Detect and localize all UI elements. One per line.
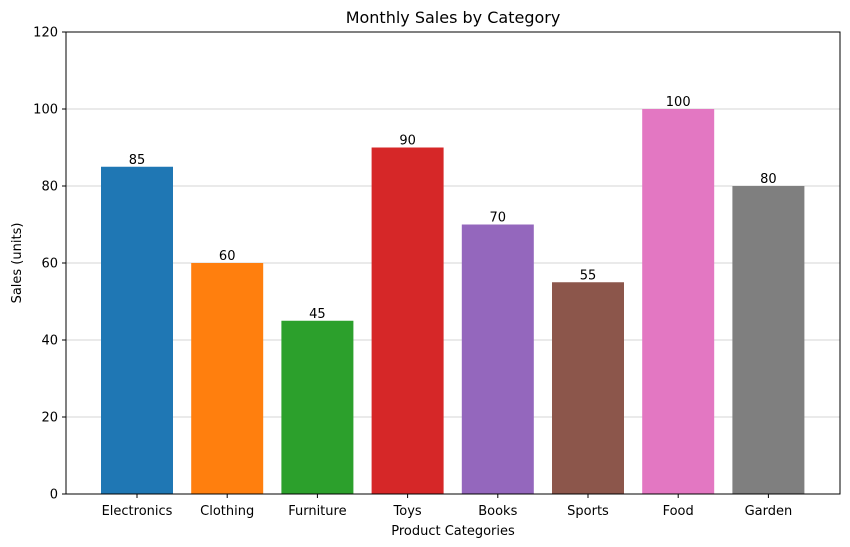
- data-label: 45: [309, 307, 326, 322]
- data-label: 60: [219, 249, 236, 264]
- data-label: 80: [760, 172, 777, 187]
- x-tick-label: Electronics: [102, 504, 173, 519]
- y-axis-ticks: 0 20 40 60 80 100 120: [33, 26, 66, 503]
- bar-furniture: [281, 320, 354, 494]
- x-tick-label: Garden: [745, 504, 793, 519]
- y-axis-label: Sales (units): [10, 223, 25, 304]
- x-tick-label: Food: [663, 504, 694, 519]
- y-tick-label: 40: [41, 334, 58, 349]
- bar-food: [642, 109, 715, 494]
- chart-title: Monthly Sales by Category: [346, 8, 561, 27]
- data-label: 70: [490, 211, 507, 226]
- data-label: 90: [399, 134, 416, 149]
- y-tick-label: 60: [41, 257, 58, 272]
- data-label: 85: [129, 153, 146, 168]
- x-axis-label: Product Categories: [391, 524, 515, 539]
- bars: [101, 109, 805, 494]
- data-label: 100: [666, 95, 691, 110]
- y-tick-label: 20: [41, 411, 58, 426]
- data-label: 55: [580, 268, 597, 283]
- x-tick-label: Books: [478, 504, 517, 519]
- data-labels: 85 60 45 90 70 55 100 80: [129, 95, 777, 322]
- x-tick-label: Toys: [393, 504, 422, 519]
- bar-garden: [732, 186, 805, 494]
- gridlines: [66, 108, 840, 418]
- bar-sports: [552, 282, 624, 494]
- bar-toys: [371, 147, 444, 494]
- x-axis-ticks: Electronics Clothing Furniture Toys Books Spo…: [102, 494, 793, 519]
- x-tick-label: Clothing: [200, 504, 254, 519]
- y-tick-label: 80: [41, 180, 58, 195]
- bar-electronics: [101, 166, 173, 494]
- x-tick-label: Furniture: [288, 504, 346, 519]
- x-tick-label: Sports: [567, 504, 609, 519]
- bar-books: [461, 224, 534, 494]
- y-tick-label: 120: [33, 26, 58, 41]
- bar-clothing: [191, 263, 264, 494]
- y-tick-label: 0: [50, 488, 58, 503]
- y-tick-label: 100: [33, 103, 58, 118]
